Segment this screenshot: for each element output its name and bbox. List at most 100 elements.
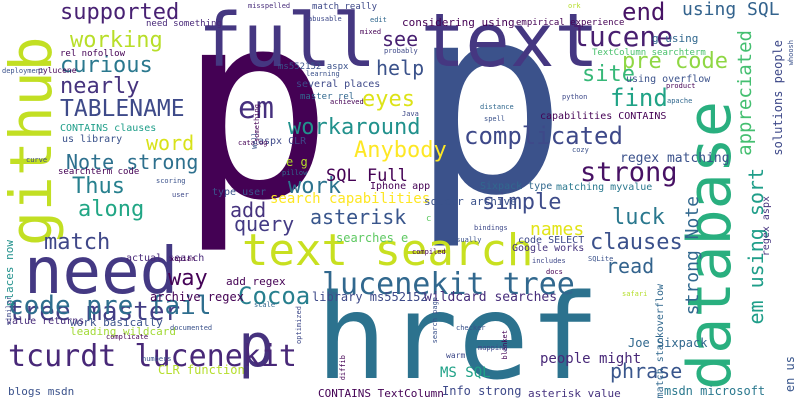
cloud-word: em [238,91,275,126]
cloud-word: solutions people [771,40,785,156]
cloud-word: curious [60,53,153,78]
cloud-word: misspelled [248,2,291,10]
cloud-word: Well [251,132,259,149]
cloud-word: add [230,198,267,222]
cloud-word: full text [198,0,599,84]
cloud-word: rel nofollow [60,49,126,59]
cloud-word: Google works [512,243,585,254]
cloud-word: asterisk [310,205,407,229]
cloud-word: p [238,311,275,381]
cloud-word: names [530,219,585,240]
cloud-word: work [288,174,341,199]
cloud-word: tree master [8,297,181,327]
cloud-word: catalog [238,139,268,147]
cloud-word: documented [170,324,213,332]
cloud-word: cozy [572,146,589,154]
cloud-word: pre code [622,49,728,74]
cloud-word: see [382,27,419,51]
cloud-word: msdn microsoft [664,384,766,398]
cloud-word: p [410,0,568,253]
cloud-word: distance [480,103,514,111]
cloud-word: people might [540,351,642,367]
cloud-word: lucenekit tree [322,267,575,302]
cloud-word: lucene [572,20,674,53]
cloud-word: complicate [106,333,149,341]
cloud-word: safari [622,290,648,298]
cloud-word: warm [446,351,466,360]
cloud-word: c [426,214,432,224]
cloud-word: CONTAINS clauses [60,123,157,134]
cloud-word: p [178,0,334,257]
cloud-word: read [606,254,655,278]
cloud-word: query [234,212,295,236]
cloud-word: strong Note [682,196,703,316]
cloud-word: end [622,0,666,26]
cloud-word: search capabilities [270,191,431,207]
cloud-word: optimized [295,306,303,344]
cloud-word: learning [306,70,340,78]
cloud-word: using overflow [626,74,711,85]
cloud-word: leading wildcard [70,325,176,338]
cloud-word: add regex [226,275,286,288]
cloud-word: Sixpack type [480,181,553,192]
cloud-word: using SQL [682,0,780,20]
cloud-word: matching myvalue [556,182,653,193]
cloud-word: CLR function [158,363,245,377]
cloud-word: Joe Sixpack [628,336,708,350]
cloud-word: Note strong [66,150,199,174]
cloud-word: abusable [308,15,342,23]
cloud-word: TABLENAME [60,96,185,122]
cloud-word: regex aspx [761,196,772,257]
cloud-word: scoring [156,177,186,185]
cloud-word: Info strong [442,384,522,398]
cloud-word: scale [254,301,276,309]
cloud-word: empirical experience [516,18,625,28]
cloud-word: match stackoverflow [655,284,666,399]
cloud-word: need [24,235,179,309]
cloud-word: compiled [412,248,446,256]
cloud-word: pylucene [38,66,77,75]
cloud-word: along [78,197,145,222]
cloud-word: pillow [282,169,308,177]
cloud-word: e g [286,155,308,169]
cloud-word: ork [568,2,581,10]
cloud-word: edit [370,16,387,24]
cloud-word: find [610,84,668,112]
cloud-word: archive regex [150,290,244,304]
cloud-word: regex matching [620,151,730,166]
cloud-word: product [666,82,696,90]
cloud-word: site [582,62,635,87]
cloud-word: whoosh [787,40,795,66]
cloud-word: deployment [2,67,45,75]
cloud-word: blogs msdn [8,385,75,398]
cloud-word: way [168,266,208,291]
cloud-word: usually [452,236,482,244]
cloud-word: Java [402,110,419,118]
cloud-word: spell [484,115,506,123]
cloud-word: curve [26,156,48,164]
cloud-word: clauses [590,230,683,255]
cloud-word: need something [146,19,222,29]
cloud-word: python [562,93,588,101]
cloud-word: simple [482,190,562,215]
cloud-word: text search [242,225,534,276]
cloud-word: value returns [6,316,85,327]
cloud-word: complicated [464,122,623,150]
cloud-word: searchterm code [58,167,140,177]
cloud-word: library ms552152 [312,290,428,304]
cloud-word: code SELECT [518,235,585,246]
cloud-word: work basically [70,316,163,329]
cloud-word: probably [384,47,418,55]
cloud-word: Iphone app [370,181,431,192]
cloud-word: match [44,230,111,255]
cloud-word: luck [612,205,665,230]
cloud-word: type user [212,187,267,198]
cloud-word: bindings [474,224,508,232]
cloud-word: capabilities CONTAINS [540,111,667,122]
cloud-word: xapian [170,255,196,263]
cloud-word: appreciated [734,30,756,156]
cloud-word: apache [667,97,693,105]
cloud-word: wildcard searches [424,290,558,305]
cloud-word: us library [62,134,123,145]
